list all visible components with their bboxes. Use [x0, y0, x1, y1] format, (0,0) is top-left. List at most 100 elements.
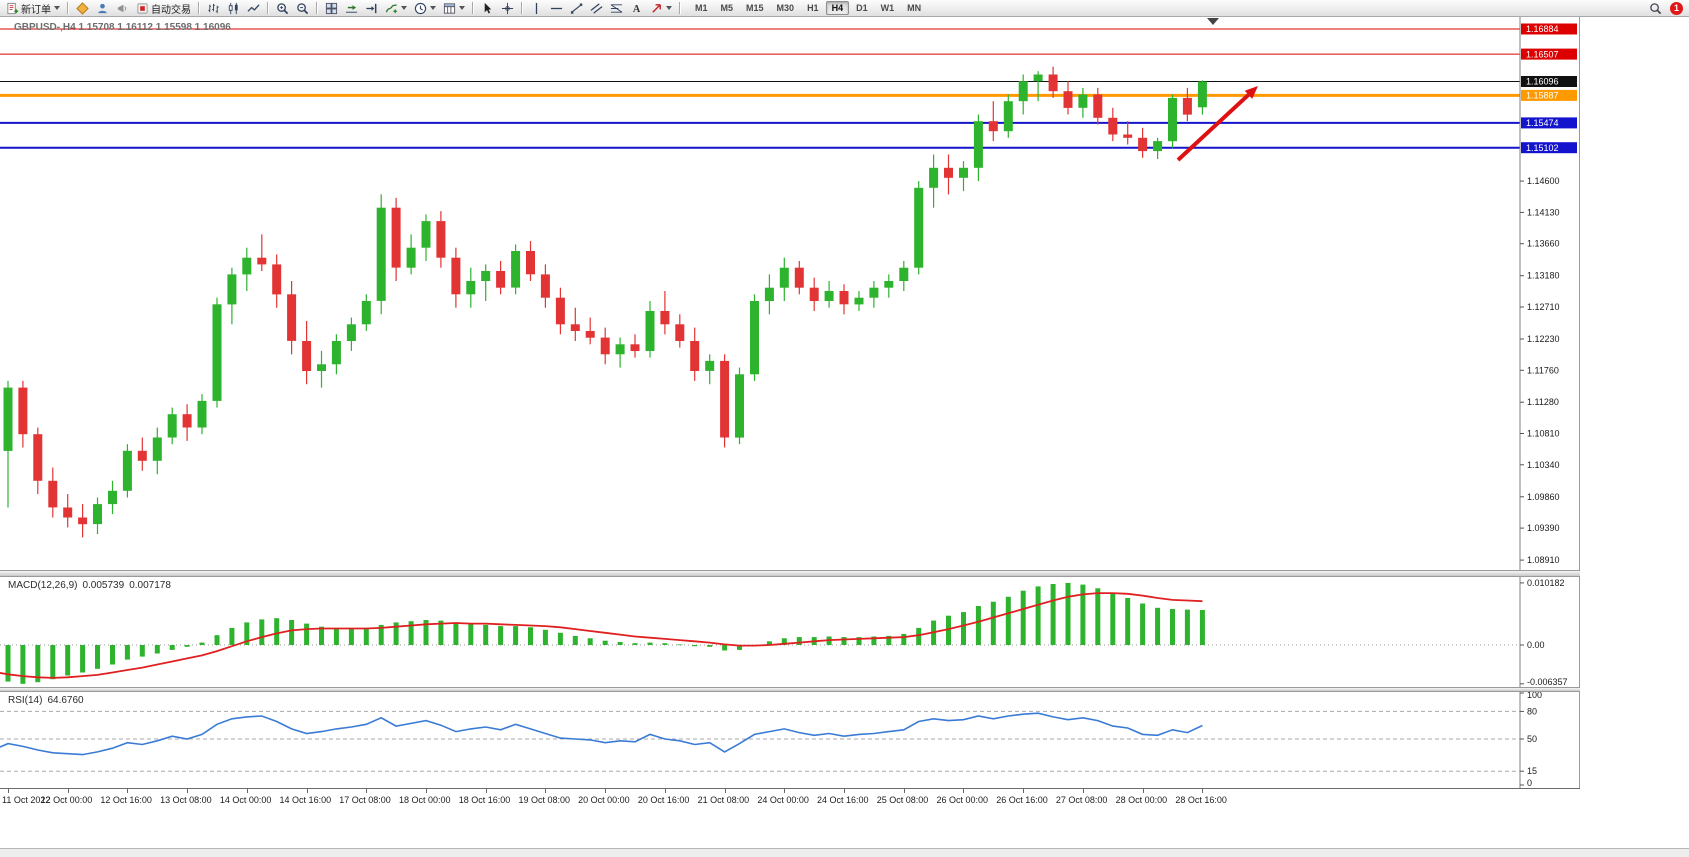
- chevron-down-icon: [430, 6, 436, 10]
- time-tick: [1082, 789, 1084, 793]
- chart-title: GBPUSD-,H4 1.15708 1.16112 1.15598 1.160…: [14, 22, 231, 33]
- time-axis-label: 14 Oct 16:00: [279, 795, 332, 805]
- svg-text:0.010182: 0.010182: [1527, 578, 1565, 588]
- price-badge[interactable]: [1521, 76, 1577, 87]
- svg-text:0.00: 0.00: [1527, 640, 1545, 650]
- macd-panel[interactable]: 0.010182 0.00 -0.006357: [0, 577, 1580, 687]
- toolbar-separator: [521, 2, 523, 14]
- community-button[interactable]: [93, 1, 112, 16]
- time-axis[interactable]: 11 Oct 2022 12 Oct 00:00 12 Oct 16:00 13 Oc…: [0, 788, 1580, 812]
- time-axis-label: 12 Oct 16:00: [100, 795, 152, 805]
- tile-windows-button[interactable]: [322, 1, 341, 16]
- chart-shift-button[interactable]: [362, 1, 381, 16]
- price-badge[interactable]: [1521, 117, 1577, 129]
- toolbar-separator: [267, 2, 269, 14]
- rsi-line: [0, 712, 1203, 756]
- chart-shift-marker[interactable]: [1207, 18, 1219, 25]
- rsi-levels: [0, 710, 1520, 772]
- bar-chart-button[interactable]: [204, 1, 223, 16]
- timeframe-button-d1[interactable]: D1: [856, 3, 868, 13]
- price-badge[interactable]: [1521, 89, 1577, 101]
- time-axis-label: 13 Oct 08:00: [160, 795, 212, 805]
- auto-trading-button[interactable]: 自动交易: [133, 1, 194, 16]
- timeframe-button-h1[interactable]: H1: [807, 3, 819, 13]
- svg-text:1.11280: 1.11280: [1527, 397, 1559, 407]
- price-axis[interactable]: 1.14600 1.14130 1.13660 1.13180 1.12710 1.122…: [1519, 17, 1577, 570]
- new-order-button[interactable]: 新订单: [3, 1, 63, 16]
- text-button[interactable]: A: [627, 1, 646, 16]
- chevron-down-icon: [401, 6, 407, 10]
- svg-text:100: 100: [1527, 692, 1542, 700]
- time-axis-label: 24 Oct 00:00: [757, 795, 809, 805]
- notification-badge[interactable]: 1: [1670, 1, 1683, 15]
- time-tick: [963, 789, 965, 793]
- fibonacci-icon: [610, 3, 623, 13]
- horizontal-line-button[interactable]: [547, 1, 566, 16]
- rsi-name: RSI(14): [8, 695, 43, 706]
- timeframe-button-h4[interactable]: H4: [825, 1, 850, 15]
- line-chart-button[interactable]: [244, 1, 263, 16]
- price-chart[interactable]: 1.14600 1.14130 1.13660 1.13180 1.12710 1.122…: [0, 17, 1580, 570]
- price-badge[interactable]: [1521, 142, 1577, 154]
- svg-text:1.10340: 1.10340: [1527, 460, 1560, 470]
- vertical-line-icon: [535, 2, 538, 14]
- rsi-value: 64.6760: [47, 695, 84, 706]
- svg-text:1.16884: 1.16884: [1526, 24, 1559, 34]
- mql5-button[interactable]: [73, 1, 92, 16]
- arrow-tool-icon: [652, 3, 661, 13]
- indicators-button[interactable]: [382, 1, 410, 16]
- svg-text:1.15474: 1.15474: [1526, 118, 1559, 128]
- templates-button[interactable]: [440, 1, 468, 16]
- candlestick-chart-button[interactable]: [224, 1, 243, 16]
- time-axis-label: 20 Oct 16:00: [637, 795, 690, 805]
- timeframe-button-w1[interactable]: W1: [880, 3, 895, 13]
- new-order-icon: [7, 2, 19, 14]
- arrow-tools-button[interactable]: [647, 1, 675, 16]
- bar-chart-icon: [208, 3, 219, 13]
- hlines-layer[interactable]: [0, 28, 1520, 149]
- price-badge[interactable]: [1521, 48, 1577, 60]
- trend-arrow[interactable]: [1176, 86, 1258, 162]
- trendline-button[interactable]: [567, 1, 586, 16]
- cursor-button[interactable]: [478, 1, 497, 16]
- panel-divider[interactable]: [0, 687, 1580, 692]
- rsi-panel[interactable]: 100 80 50 15 0: [0, 692, 1580, 788]
- fibonacci-button[interactable]: [607, 1, 626, 16]
- macd-axis[interactable]: 0.010182 0.00 -0.006357: [1519, 577, 1568, 687]
- zoom-out-button[interactable]: [293, 1, 312, 16]
- trendline-icon: [570, 2, 583, 14]
- search-button[interactable]: [1646, 1, 1665, 16]
- time-tick: [7, 789, 9, 793]
- macd-signal-value: 0.007178: [129, 580, 171, 591]
- macd-histogram: [5, 582, 1205, 684]
- crosshair-button[interactable]: [498, 1, 517, 16]
- macd-signal-line: [0, 592, 1203, 679]
- auto-trading-label: 自动交易: [151, 4, 191, 16]
- timeframe-button-mn[interactable]: MN: [907, 3, 922, 13]
- timeframe-button-m1[interactable]: M1: [695, 3, 708, 13]
- svg-text:1.08910: 1.08910: [1527, 555, 1560, 565]
- equidistant-channel-button[interactable]: [587, 1, 606, 16]
- news-button[interactable]: [113, 1, 132, 16]
- auto-trading-icon: [137, 2, 148, 14]
- zoom-in-button[interactable]: [273, 1, 292, 16]
- rsi-axis[interactable]: 100 80 50 15 0: [1519, 692, 1542, 788]
- vertical-line-button[interactable]: [527, 1, 546, 16]
- svg-text:1.10810: 1.10810: [1527, 429, 1560, 439]
- price-badge[interactable]: [1521, 23, 1577, 35]
- time-axis-label: 17 Oct 08:00: [339, 795, 391, 805]
- svg-text:50: 50: [1527, 734, 1537, 744]
- timeframe-button-m30[interactable]: M30: [776, 3, 795, 13]
- community-person-icon: [98, 3, 107, 13]
- auto-scroll-button[interactable]: [342, 1, 361, 16]
- timeframe-button-m15[interactable]: M15: [746, 3, 764, 13]
- candles-layer: [3, 66, 1207, 538]
- time-tick: [1142, 789, 1144, 793]
- timeframe-button-m5[interactable]: M5: [720, 3, 734, 13]
- toolbar-right-cluster: 1: [1646, 1, 1686, 16]
- time-tick: [67, 789, 69, 793]
- templates-icon: [443, 2, 456, 14]
- time-axis-label: 20 Oct 00:00: [578, 795, 630, 805]
- periods-button[interactable]: [411, 1, 439, 16]
- panel-divider[interactable]: [0, 570, 1580, 577]
